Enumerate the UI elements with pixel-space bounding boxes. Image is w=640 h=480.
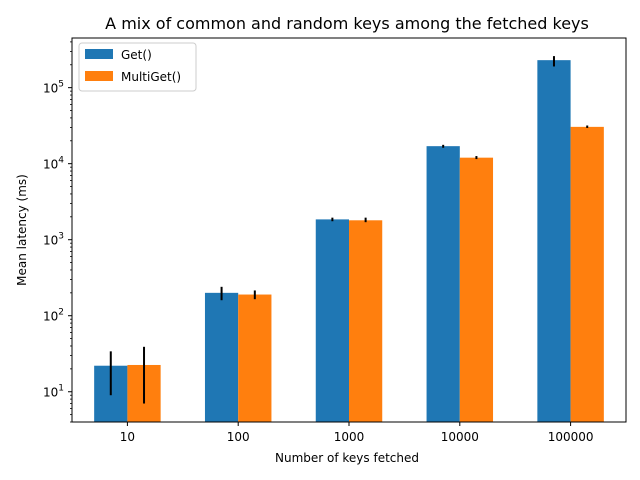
y-tick-label: 105 [43, 80, 64, 96]
y-tick-label: 103 [43, 232, 64, 248]
bar-get-1000 [315, 219, 349, 422]
x-axis: 10 100 1000 10000 100000 [120, 422, 594, 444]
chart-title: A mix of common and random keys among th… [105, 14, 589, 33]
y-axis-label: Mean latency (ms) [15, 174, 29, 286]
legend-swatch-multiget [85, 71, 113, 81]
x-tick-label: 10000 [441, 430, 479, 444]
legend-label-get: Get() [121, 48, 152, 62]
y-tick-label: 102 [43, 308, 64, 324]
x-tick-label: 100000 [548, 430, 594, 444]
bar-get-10000 [426, 146, 460, 423]
bar-get-100 [204, 292, 239, 422]
bar-multiget-1000 [349, 220, 383, 422]
x-tick-label: 1000 [334, 430, 365, 444]
bar-multiget-10000 [459, 157, 494, 422]
bar-multiget-100000 [570, 126, 604, 422]
legend-label-multiget: MultiGet() [121, 70, 181, 84]
x-tick-label: 100 [227, 430, 250, 444]
plot-area [94, 56, 604, 423]
legend-swatch-get [85, 49, 113, 59]
bar-get-100000 [537, 60, 571, 422]
y-tick-label: 104 [43, 156, 64, 172]
y-axis: 101 102 103 104 105 [43, 41, 72, 423]
bar-multiget-100 [238, 294, 272, 422]
x-tick-label: 10 [120, 430, 135, 444]
y-tick-label: 101 [43, 384, 64, 400]
legend: Get() MultiGet() [78, 42, 197, 92]
x-axis-label: Number of keys fetched [275, 451, 419, 465]
